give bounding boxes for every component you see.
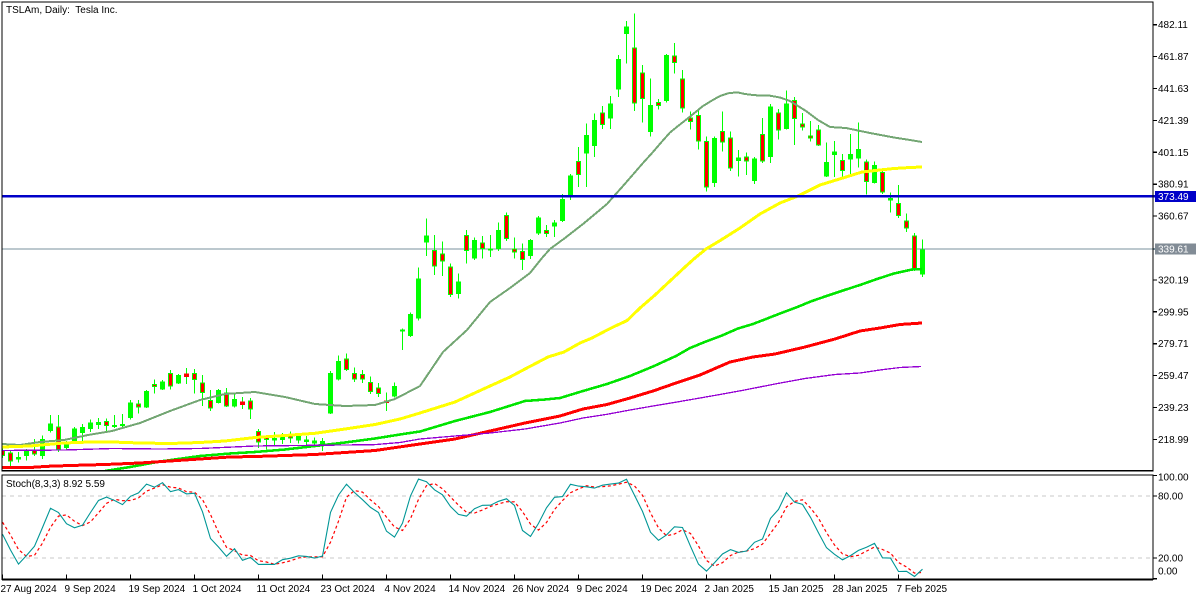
svg-text:80.00: 80.00 (1158, 492, 1183, 503)
svg-text:380.91: 380.91 (1158, 180, 1189, 191)
svg-text:339.61: 339.61 (1158, 245, 1189, 256)
svg-text:23 Oct 2024: 23 Oct 2024 (321, 584, 376, 595)
svg-text:320.19: 320.19 (1158, 275, 1189, 286)
svg-text:14 Nov 2024: 14 Nov 2024 (449, 584, 506, 595)
svg-text:218.99: 218.99 (1158, 435, 1189, 446)
svg-text:26 Nov 2024: 26 Nov 2024 (513, 584, 570, 595)
svg-text:441.63: 441.63 (1158, 84, 1189, 95)
svg-text:360.67: 360.67 (1158, 212, 1189, 223)
svg-text:279.71: 279.71 (1158, 339, 1189, 350)
svg-text:20.00: 20.00 (1158, 554, 1183, 565)
svg-text:7 Feb 2025: 7 Feb 2025 (897, 584, 948, 595)
svg-text:421.39: 421.39 (1158, 116, 1189, 127)
svg-text:1 Oct 2024: 1 Oct 2024 (193, 584, 242, 595)
svg-text:2 Jan 2025: 2 Jan 2025 (705, 584, 755, 595)
svg-text:15 Jan 2025: 15 Jan 2025 (769, 584, 824, 595)
svg-text:9 Sep 2024: 9 Sep 2024 (65, 584, 117, 595)
svg-text:401.15: 401.15 (1158, 148, 1189, 159)
svg-text:100.00: 100.00 (1158, 473, 1189, 484)
svg-text:Stoch(8,3,3) 8.92 5.59: Stoch(8,3,3) 8.92 5.59 (6, 479, 105, 490)
svg-text:4 Nov 2024: 4 Nov 2024 (385, 584, 437, 595)
svg-text:373.49: 373.49 (1158, 192, 1189, 203)
svg-text:27 Aug 2024: 27 Aug 2024 (1, 584, 58, 595)
svg-text:299.95: 299.95 (1158, 307, 1189, 318)
svg-text:9 Dec 2024: 9 Dec 2024 (577, 584, 629, 595)
svg-text:0.00: 0.00 (1158, 567, 1178, 578)
svg-text:482.11: 482.11 (1158, 20, 1188, 31)
svg-text:19 Sep 2024: 19 Sep 2024 (129, 584, 186, 595)
svg-text:19 Dec 2024: 19 Dec 2024 (641, 584, 698, 595)
svg-text:11 Oct 2024: 11 Oct 2024 (257, 584, 311, 595)
svg-text:TSLAm, Daily: Tesla Inc.: TSLAm, Daily: Tesla Inc. (6, 5, 118, 16)
svg-text:259.47: 259.47 (1158, 371, 1189, 382)
svg-text:28 Jan 2025: 28 Jan 2025 (833, 584, 888, 595)
svg-text:461.87: 461.87 (1158, 52, 1189, 63)
svg-text:239.23: 239.23 (1158, 403, 1189, 414)
